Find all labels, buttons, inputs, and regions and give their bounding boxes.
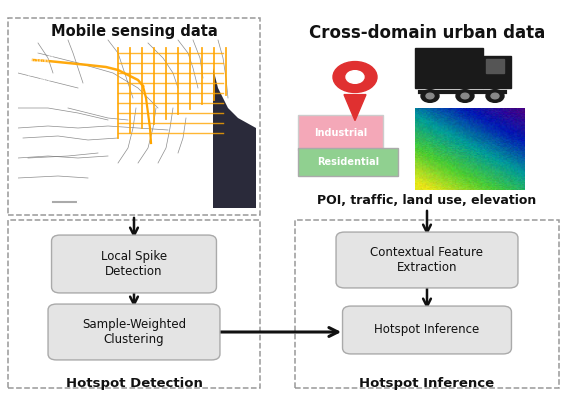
- FancyBboxPatch shape: [342, 306, 512, 354]
- Circle shape: [456, 89, 474, 102]
- Circle shape: [346, 70, 364, 83]
- Text: Mobile sensing data: Mobile sensing data: [51, 24, 217, 39]
- FancyBboxPatch shape: [415, 48, 483, 88]
- Circle shape: [421, 89, 439, 102]
- FancyBboxPatch shape: [298, 148, 398, 176]
- FancyBboxPatch shape: [336, 232, 518, 288]
- Text: Sample-Weighted
Clustering: Sample-Weighted Clustering: [82, 318, 186, 346]
- Text: Hotspot Inference: Hotspot Inference: [374, 324, 479, 337]
- Text: Hotspot Detection: Hotspot Detection: [65, 377, 202, 390]
- FancyBboxPatch shape: [298, 115, 383, 150]
- FancyBboxPatch shape: [48, 304, 220, 360]
- Circle shape: [426, 93, 434, 99]
- Circle shape: [333, 61, 377, 92]
- Text: Industrial: Industrial: [314, 128, 367, 137]
- Polygon shape: [344, 95, 366, 121]
- Text: Local Spike
Detection: Local Spike Detection: [101, 250, 167, 278]
- FancyBboxPatch shape: [486, 59, 504, 73]
- FancyBboxPatch shape: [483, 56, 511, 88]
- Text: Cross-domain urban data: Cross-domain urban data: [309, 24, 545, 42]
- Text: Contextual Feature
Extraction: Contextual Feature Extraction: [371, 246, 483, 274]
- Circle shape: [486, 89, 504, 102]
- Text: POI, traffic, land use, elevation: POI, traffic, land use, elevation: [318, 194, 536, 206]
- Circle shape: [461, 93, 469, 99]
- Text: Hotspot Inference: Hotspot Inference: [359, 377, 495, 390]
- Text: Residential: Residential: [317, 157, 379, 167]
- Circle shape: [491, 93, 499, 99]
- FancyBboxPatch shape: [51, 235, 217, 293]
